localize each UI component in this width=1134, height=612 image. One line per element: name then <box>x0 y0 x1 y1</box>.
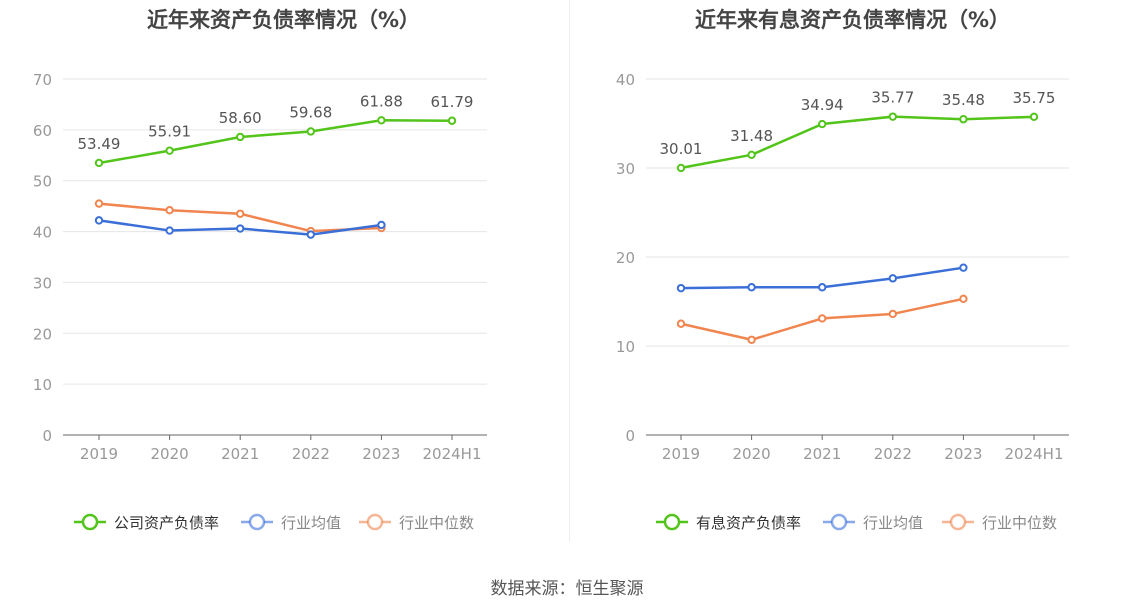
data-point[interactable] <box>377 220 386 230</box>
data-label: 31.48 <box>730 127 773 145</box>
x-tick-label: 2022 <box>874 445 912 463</box>
data-point[interactable] <box>306 230 315 239</box>
data-point[interactable] <box>747 335 756 344</box>
data-point[interactable] <box>94 216 104 225</box>
x-tick-label: 2024H1 <box>1005 445 1064 463</box>
data-label: 53.49 <box>78 135 121 153</box>
data-point[interactable] <box>676 283 686 293</box>
x-tick-label: 2020 <box>733 445 771 463</box>
legend-marker <box>366 513 384 531</box>
y-tick-label: 30 <box>616 160 635 178</box>
legend-marker <box>949 513 967 531</box>
y-tick-label: 10 <box>616 338 635 356</box>
series-line <box>98 119 453 165</box>
data-source-note: 数据来源：恒生聚源 <box>490 579 644 599</box>
data-label: 34.94 <box>801 96 844 114</box>
y-tick-label: 40 <box>616 71 635 89</box>
legend-marker <box>830 513 848 531</box>
data-point[interactable] <box>888 309 897 319</box>
data-label: 58.60 <box>219 109 262 127</box>
y-tick-label: 50 <box>33 173 52 191</box>
series-line <box>680 115 1035 170</box>
data-point[interactable] <box>1029 112 1039 122</box>
x-tick-label: 2019 <box>662 445 700 463</box>
data-label: 35.75 <box>1013 89 1056 107</box>
data-point[interactable] <box>818 119 827 129</box>
y-tick-label: 0 <box>625 427 635 445</box>
x-tick-label: 2023 <box>362 445 400 463</box>
interest-debt-ratio-chart: 0 10 20 30 40 2019 2020 2021 2022 2023 2024H1 30.01… <box>616 71 1069 532</box>
x-tick-label: 2024H1 <box>423 445 482 463</box>
data-label: 35.48 <box>942 91 985 109</box>
y-tick-label: 30 <box>33 274 52 292</box>
data-point[interactable] <box>676 163 686 173</box>
legend-item[interactable]: 行业中位数 <box>359 513 474 532</box>
y-tick-label: 40 <box>33 224 52 242</box>
y-tick-label: 60 <box>33 122 52 140</box>
data-point[interactable] <box>959 263 968 272</box>
legend-marker <box>663 513 681 531</box>
data-point[interactable] <box>236 209 245 218</box>
chart-title: 近年来有息资产负债率情况（%） <box>694 8 1011 32</box>
chart-panel-debt-ratio: 近年来资产负债率情况（%） 0 10 20 30 40 50 60 70 2019 2020 202… <box>0 0 567 560</box>
data-point[interactable] <box>888 274 897 283</box>
data-point[interactable] <box>165 226 174 235</box>
legend-label: 行业均值 <box>863 514 923 532</box>
x-tick-label: 2021 <box>803 445 841 463</box>
y-tick-label: 70 <box>33 71 52 89</box>
legend-marker <box>81 513 99 531</box>
data-label: 55.91 <box>148 123 191 141</box>
data-point[interactable] <box>306 127 315 136</box>
data-point[interactable] <box>888 112 897 121</box>
x-tick-label: 2020 <box>151 445 189 463</box>
data-point[interactable] <box>959 115 968 124</box>
data-point[interactable] <box>165 206 174 215</box>
data-label: 59.68 <box>289 103 332 121</box>
data-point[interactable] <box>959 294 968 304</box>
chart-title: 近年来资产负债率情况（%） <box>146 8 421 32</box>
legend-item[interactable]: 公司资产负债率 <box>74 513 219 532</box>
x-tick-label: 2019 <box>80 445 118 463</box>
x-tick-label: 2021 <box>221 445 259 463</box>
data-point[interactable] <box>165 146 174 155</box>
y-tick-label: 20 <box>616 249 635 267</box>
data-point[interactable] <box>747 283 756 292</box>
chart-panel-interest-debt-ratio: 近年来有息资产负债率情况（%） 0 10 20 30 40 2019 2020 2021 202… <box>571 0 1134 560</box>
legend-item[interactable]: 行业均值 <box>241 513 341 532</box>
data-point[interactable] <box>747 150 756 160</box>
legend-item[interactable]: 行业中位数 <box>942 513 1057 532</box>
data-point[interactable] <box>447 116 457 125</box>
data-point[interactable] <box>818 314 827 323</box>
y-tick-label: 0 <box>42 427 52 445</box>
legend-label: 公司资产负债率 <box>114 514 219 532</box>
data-label: 35.77 <box>871 89 914 107</box>
y-tick-label: 20 <box>33 325 52 343</box>
data-point[interactable] <box>676 319 686 328</box>
data-label: 30.01 <box>660 140 703 158</box>
data-label: 61.88 <box>360 92 403 110</box>
y-tick-label: 10 <box>33 376 52 394</box>
legend-label: 行业中位数 <box>982 514 1057 532</box>
data-point[interactable] <box>94 199 104 208</box>
x-tick-label: 2022 <box>292 445 330 463</box>
legend-item[interactable]: 有息资产负债率 <box>656 513 801 532</box>
data-point[interactable] <box>377 116 386 125</box>
data-label: 61.79 <box>431 93 474 111</box>
x-tick-label: 2023 <box>944 445 982 463</box>
legend-marker <box>248 513 266 531</box>
data-point[interactable] <box>236 132 245 142</box>
data-point[interactable] <box>236 224 245 233</box>
panel-divider <box>569 0 570 542</box>
legend-label: 有息资产负债率 <box>696 514 801 532</box>
debt-ratio-chart: 0 10 20 30 40 50 60 70 2019 2020 2021 2022 2023 2024H… <box>33 71 487 532</box>
data-point[interactable] <box>94 158 104 168</box>
legend-label: 行业中位数 <box>399 514 474 532</box>
legend-label: 行业均值 <box>281 514 341 532</box>
legend-item[interactable]: 行业均值 <box>823 513 923 532</box>
data-point[interactable] <box>818 283 827 292</box>
